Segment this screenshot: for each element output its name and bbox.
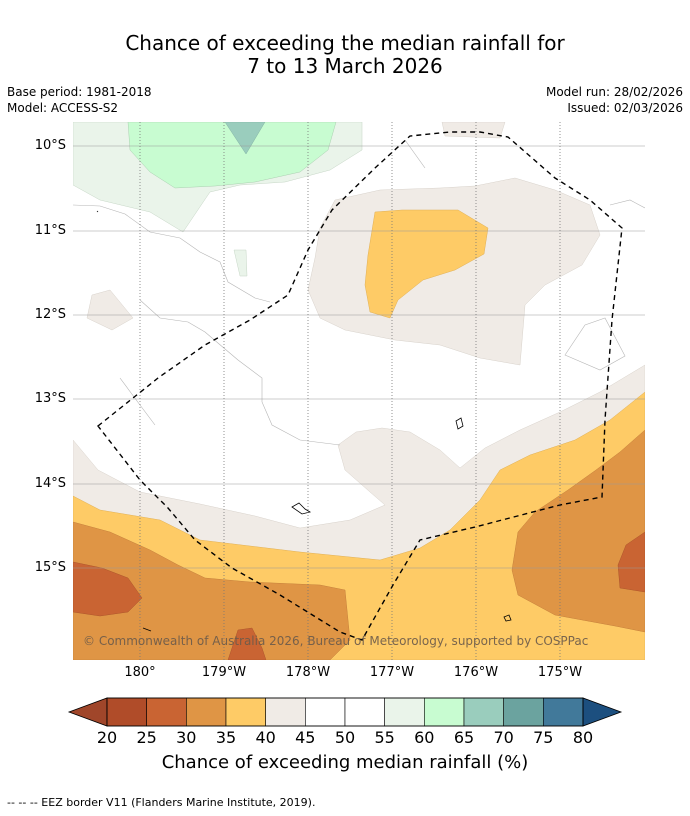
colorbar	[67, 697, 623, 727]
colorbar-extend-left	[67, 697, 108, 727]
colorbar-cell-50-55	[344, 697, 385, 727]
colorbar-tick-65: 65	[453, 728, 475, 747]
colorbar-tick-30: 30	[176, 728, 197, 747]
colorbar-cell-30-35	[186, 697, 227, 727]
lat-label-13s: 13°S	[34, 391, 66, 406]
colorbar-cell-75-80	[543, 697, 584, 727]
lat-label-15s: 15°S	[34, 560, 66, 575]
island-1	[455, 417, 464, 430]
lat-gridlines	[73, 145, 645, 569]
lat-label-10s: 10°S	[34, 138, 66, 153]
lat-label-11s: 11°S	[34, 223, 66, 238]
issued-label: Issued: 02/03/2026	[567, 101, 683, 115]
chart-title-line2: 7 to 13 March 2026	[247, 54, 443, 78]
colorbar-cell-70-75	[503, 697, 544, 727]
colorbar-tick-80: 80	[572, 728, 594, 747]
rainfall-map: © Commonwealth of Australia 2026, Bureau…	[73, 122, 645, 660]
colorbar-cell-45-50	[305, 697, 346, 727]
colorbar-tick-20: 20	[96, 728, 118, 747]
colorbar-cell-65-70	[463, 697, 504, 727]
region-35-40-central	[364, 209, 489, 319]
lat-label-14s: 14°S	[34, 476, 66, 491]
region-45-50-spot-north	[441, 122, 506, 139]
colorbar-cell-55-60	[384, 697, 425, 727]
base-period-label: Base period: 1981-2018	[7, 85, 152, 99]
colorbar-label: Chance of exceeding median rainfall (%)	[161, 752, 529, 773]
lon-label-180: 180°	[124, 665, 156, 680]
region-65-70-north	[224, 122, 266, 155]
region-30-35-south	[73, 521, 351, 660]
lon-label-178w: 178°W	[285, 665, 331, 680]
copyright-text: © Commonwealth of Australia 2026, Bureau…	[83, 634, 588, 648]
island-2	[291, 502, 312, 515]
colorbar-extend-right	[582, 697, 623, 727]
contour-lines	[73, 139, 645, 446]
region-25-30-east	[617, 531, 645, 593]
colorbar-tick-60: 60	[414, 728, 435, 747]
chart-title-line1: Chance of exceeding the median rainfall …	[125, 31, 565, 55]
colorbar-cell-20-25	[106, 697, 147, 727]
colorbar-tick-55: 55	[374, 728, 395, 747]
colorbar-cell-60-65	[424, 697, 465, 727]
lon-label-179w: 179°W	[201, 665, 247, 680]
island-3	[503, 614, 512, 622]
region-25-30-south	[227, 627, 267, 660]
colorbar-tick-40: 40	[255, 728, 276, 747]
region-45-50-spot-west	[86, 289, 134, 331]
colorbar-tick-50: 50	[334, 728, 356, 747]
region-25-30-west	[73, 561, 143, 617]
lat-label-12s: 12°S	[34, 307, 66, 322]
region-30-35-southeast	[511, 429, 645, 633]
island-5	[96, 210, 99, 213]
model-run-label: Model run: 28/02/2026	[545, 85, 683, 99]
lon-label-176w: 176°W	[453, 665, 499, 680]
island-4	[142, 627, 152, 632]
model-label: Model: ACCESS-S2	[7, 101, 119, 115]
colorbar-tick-70: 70	[493, 728, 514, 747]
colorbar-tick-45: 45	[295, 728, 316, 747]
eez-border	[97, 131, 623, 641]
colorbar-cell-25-30	[146, 697, 187, 727]
colorbar-tick-75: 75	[533, 728, 554, 747]
lon-label-175w: 175°W	[537, 665, 583, 680]
colorbar-tick-25: 25	[136, 728, 157, 747]
eez-legend-footer: -- -- -- EEZ border V11 (Flanders Marine…	[7, 796, 316, 809]
colorbar-cell-40-45	[265, 697, 306, 727]
lon-label-177w: 177°W	[369, 665, 415, 680]
region-55-60-spot	[233, 249, 248, 277]
colorbar-tick-35: 35	[215, 728, 237, 747]
colorbar-cell-35-40	[225, 697, 266, 727]
